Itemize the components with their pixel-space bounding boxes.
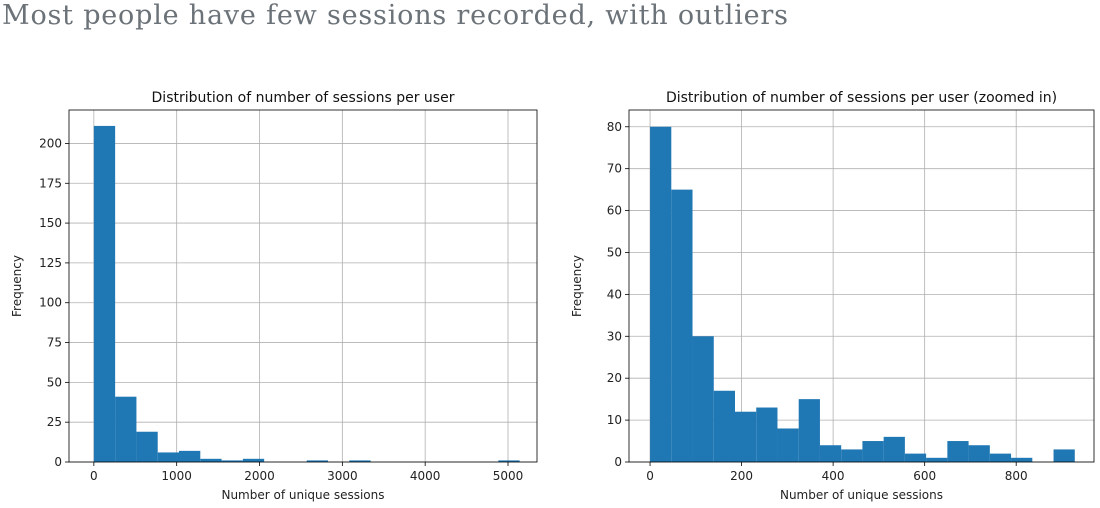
left-histogram-bar [200,458,222,462]
page-title: Most people have few sessions recorded, … [2,0,789,31]
left-y-tick-label: 50 [47,375,62,389]
right-histogram-bar [798,399,820,462]
right-y-tick-label: 80 [607,120,622,134]
left-histogram-bar [179,450,201,462]
right-histogram-bar [713,390,735,462]
right-histogram-bar [883,436,905,462]
left-plot-frame [68,109,538,463]
left-y-tick-label: 25 [47,415,62,429]
right-histogram-bar [841,449,863,462]
left-x-tick-label: 5000 [493,469,524,483]
right-histogram-bar [862,441,884,462]
left-x-axis-label: Number of unique sessions [221,488,384,502]
right-y-tick-label: 60 [607,204,622,218]
left-histogram-bar [242,458,265,462]
right-histogram-bar [650,126,672,462]
right-x-tick-label: 400 [822,469,845,483]
right-histogram-bar [904,453,927,462]
right-y-tick-label: 40 [607,287,622,301]
left-histogram-bar [136,431,158,462]
right-histogram-bar [989,453,1012,462]
left-y-tick-label: 175 [39,176,62,190]
right-y-tick-label: 70 [607,162,622,176]
right-histogram-bar [1053,449,1075,462]
right-histogram-bar [1011,457,1033,462]
left-chart-title: Distribution of number of sessions per u… [152,90,455,106]
right-y-tick-label: 20 [607,371,622,385]
left-y-tick-label: 200 [39,136,62,150]
left-y-tick-label: 150 [39,216,62,230]
right-plot-frame [628,109,1095,463]
left-x-tick-label: 1000 [161,469,192,483]
right-histogram: 0 200 400 600 800 0 10 20 30 40 50 60 70 80 Distributi… [570,90,1095,502]
left-histogram-bar [349,460,371,462]
left-y-tick-label: 0 [54,455,62,469]
right-x-tick-label: 800 [1005,469,1028,483]
right-x-tick-label: 200 [730,469,753,483]
right-histogram-bar [926,457,948,462]
right-y-axis-label: Frequency [570,255,584,317]
right-histogram-bar [692,336,714,462]
left-histogram-bar [306,460,329,462]
right-x-tick-label: 0 [646,469,654,483]
left-y-tick-label: 75 [47,336,62,350]
left-histogram-bar [498,460,520,462]
right-histogram-bar [819,445,842,462]
right-histogram-bar [777,428,799,462]
right-x-tick-label: 600 [913,469,936,483]
right-histogram-bar [671,189,693,462]
right-y-tick-label: 0 [614,455,622,469]
right-histogram-bar [734,411,757,462]
left-x-tick-label: 2000 [244,469,275,483]
left-histogram-bar [157,452,180,462]
left-histogram-bar [115,396,137,462]
left-y-tick-label: 125 [39,256,62,270]
right-histogram-bar [756,407,778,462]
left-y-tick-label: 100 [39,296,62,310]
left-histogram-bar [93,125,116,462]
right-chart-title: Distribution of number of sessions per u… [666,90,1057,106]
right-y-tick-label: 30 [607,329,622,343]
left-histogram: 0 1000 2000 3000 4000 5000 0 25 50 75 100 125 150 175… [10,90,538,502]
right-y-tick-label: 10 [607,413,622,427]
left-x-tick-label: 4000 [410,469,441,483]
left-histogram-bar [221,460,243,462]
right-y-tick-label: 50 [607,245,622,259]
right-histogram-bar [947,441,969,462]
left-x-tick-label: 3000 [327,469,358,483]
right-x-axis-label: Number of unique sessions [780,488,943,502]
left-x-tick-label: 0 [90,469,98,483]
right-histogram-bar [968,445,990,462]
left-y-axis-label: Frequency [10,255,24,317]
